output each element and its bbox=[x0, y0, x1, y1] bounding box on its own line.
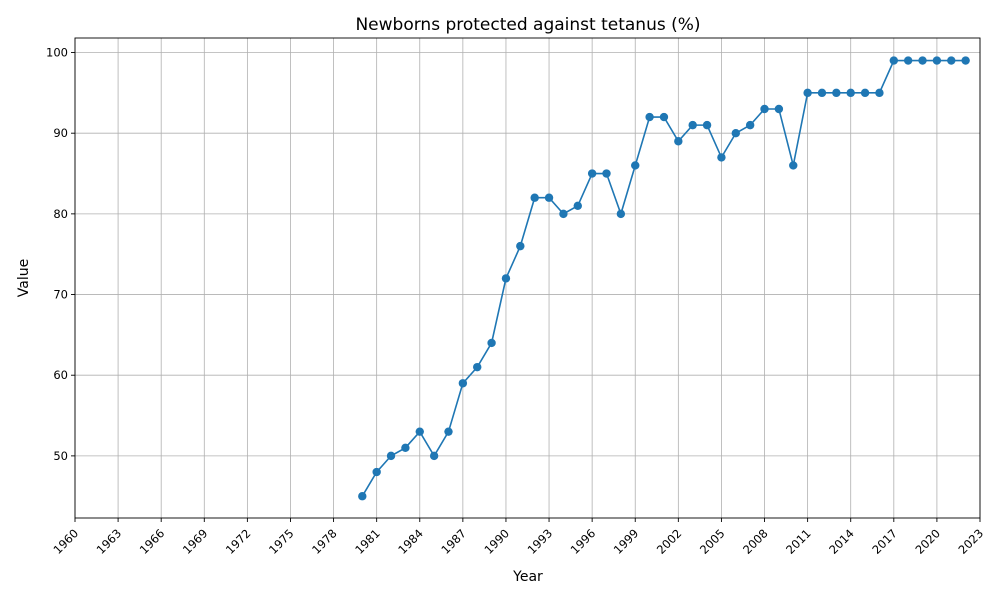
x-tick-label: 1978 bbox=[309, 526, 340, 557]
data-point bbox=[803, 88, 812, 98]
data-point bbox=[631, 161, 640, 170]
y-tick-label: 50 bbox=[53, 449, 68, 463]
x-tick-label: 1963 bbox=[94, 526, 125, 557]
data-series bbox=[358, 56, 970, 501]
data-point bbox=[573, 201, 582, 210]
data-point bbox=[903, 56, 913, 65]
data-point bbox=[860, 88, 870, 98]
data-point bbox=[947, 56, 956, 65]
x-tick-label: 1981 bbox=[352, 526, 383, 557]
data-point bbox=[587, 169, 597, 178]
x-tick-label: 1996 bbox=[568, 526, 599, 557]
series-line bbox=[361, 59, 966, 497]
x-tick-label: 2011 bbox=[783, 526, 814, 557]
data-point bbox=[688, 120, 697, 130]
x-tick-label: 2005 bbox=[697, 526, 728, 557]
x-tick-label: 2017 bbox=[869, 526, 900, 557]
data-point bbox=[544, 193, 554, 202]
data-point bbox=[602, 169, 611, 178]
y-tick-label: 60 bbox=[53, 368, 68, 382]
x-tick-label: 1990 bbox=[481, 526, 512, 557]
data-point bbox=[774, 104, 784, 114]
data-point bbox=[659, 112, 669, 122]
data-point bbox=[889, 56, 899, 65]
data-point bbox=[674, 137, 683, 146]
x-tick-label: 2020 bbox=[912, 526, 943, 557]
data-point bbox=[501, 274, 511, 283]
data-point bbox=[717, 153, 726, 162]
data-point bbox=[918, 56, 927, 65]
y-tick-label: 90 bbox=[53, 126, 68, 140]
data-point bbox=[846, 88, 855, 98]
data-point bbox=[458, 379, 468, 388]
x-tick-label: 1999 bbox=[611, 526, 642, 557]
data-point bbox=[444, 427, 453, 436]
data-point bbox=[832, 88, 841, 98]
data-point bbox=[817, 88, 827, 98]
x-tick-label: 2014 bbox=[826, 526, 857, 557]
data-point bbox=[789, 161, 798, 170]
data-point bbox=[731, 128, 740, 138]
y-tick-label: 100 bbox=[46, 46, 68, 60]
x-tick-label: 2023 bbox=[956, 526, 987, 557]
x-tick-label: 1987 bbox=[438, 526, 469, 557]
x-tick-label: 1969 bbox=[180, 526, 211, 557]
data-point bbox=[386, 451, 396, 461]
data-point bbox=[487, 338, 496, 348]
data-point bbox=[415, 427, 424, 436]
x-tick-label: 2002 bbox=[654, 526, 685, 557]
data-point bbox=[645, 112, 654, 122]
data-point bbox=[473, 362, 482, 372]
data-point bbox=[702, 120, 712, 130]
x-tick-label: 1960 bbox=[51, 526, 82, 557]
data-point bbox=[516, 241, 525, 251]
data-point bbox=[372, 467, 381, 477]
x-tick-label: 1972 bbox=[223, 526, 254, 557]
data-point bbox=[875, 88, 884, 98]
data-point bbox=[760, 104, 769, 114]
y-tick-label: 70 bbox=[53, 288, 68, 302]
x-tick-label: 2008 bbox=[740, 526, 771, 557]
grid bbox=[74, 38, 981, 518]
data-point bbox=[559, 209, 568, 219]
chart-title: Newborns protected against tetanus (%) bbox=[355, 15, 700, 35]
x-tick-label: 1966 bbox=[137, 526, 168, 557]
plot-frame bbox=[74, 37, 981, 519]
x-tick-label: 1993 bbox=[525, 526, 556, 557]
data-point bbox=[358, 492, 367, 501]
x-axis-label: Year bbox=[512, 569, 543, 585]
data-point bbox=[745, 120, 755, 130]
y-axis-label: Value bbox=[16, 259, 32, 297]
axes: 1960 1963 1966 1969 1972 1975 1978 1981 1984 1987… bbox=[46, 37, 987, 557]
data-point bbox=[429, 451, 439, 461]
x-tick-label: 1984 bbox=[395, 526, 426, 557]
data-point bbox=[961, 56, 970, 65]
data-point bbox=[932, 56, 942, 65]
data-point bbox=[530, 193, 539, 202]
data-point bbox=[616, 209, 626, 219]
x-tick-label: 1975 bbox=[266, 526, 297, 557]
data-point bbox=[401, 443, 410, 453]
y-tick-label: 80 bbox=[53, 207, 68, 221]
